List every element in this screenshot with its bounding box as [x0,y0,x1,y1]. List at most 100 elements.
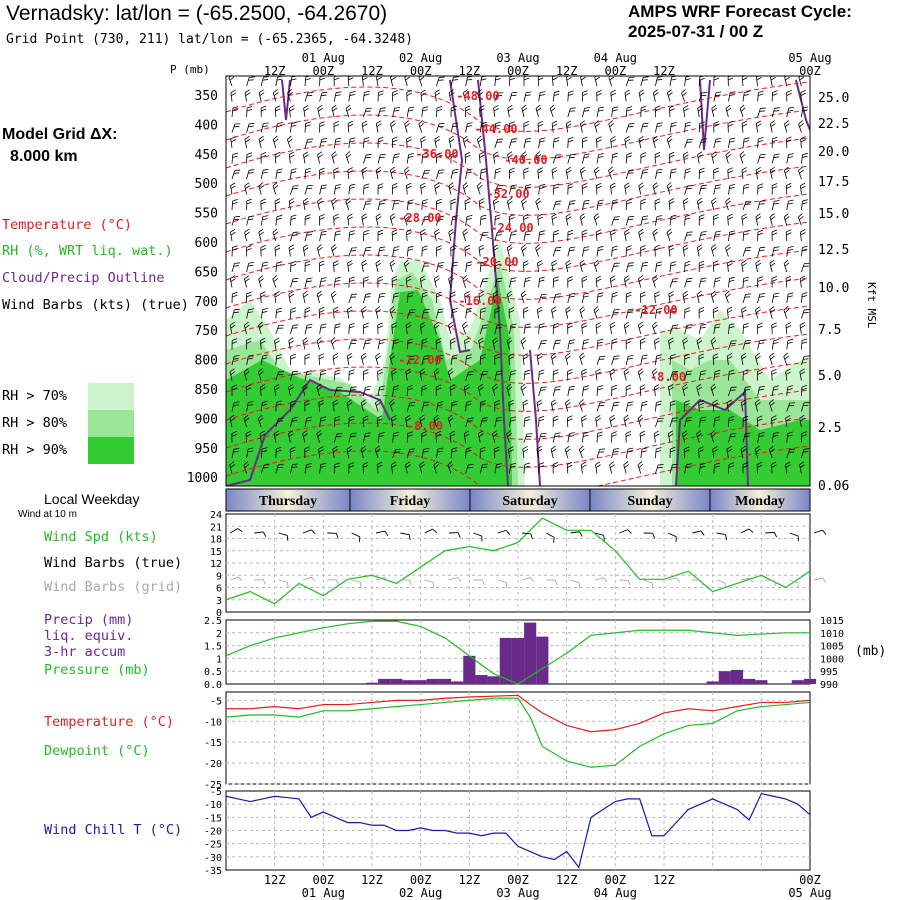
wind-barb-staff [230,139,233,149]
wind-barb-flag [508,353,514,357]
wind-barb-flag [581,275,587,279]
wind-barb [669,214,677,226]
wind-barb-flag [409,448,416,450]
wind-barb-staff [713,371,716,381]
wind-barb [243,368,250,381]
wind-barb-flag [317,340,323,345]
wind-barb-staff [623,464,627,474]
wind-barb-staff [449,433,452,443]
wind-barb-flag [770,402,775,407]
wind-barb-flag [360,399,366,404]
wind-barb-staff [536,402,539,412]
wind-barb-staff [303,154,306,164]
wind-barb-flag [393,249,399,251]
wind-barb-flag [583,292,590,295]
wind-barb [522,399,529,412]
wind-barb [421,401,430,412]
wind-barb-staff [275,371,279,381]
wind-barb [712,399,719,412]
wind-barb-flag [754,445,760,450]
wind-barb-flag [362,461,369,465]
wind-barb-flag [700,416,707,419]
wind-barb-flag [335,140,341,143]
wind-barb-flag [610,278,616,282]
wind-barb-flag [306,370,313,373]
wind-barb-flag [802,292,808,295]
wind-barb-staff [506,340,510,350]
wind-barb [652,182,659,195]
wind-barb [769,120,776,133]
wind-barb [711,104,718,118]
temperature-label: -24.00 [490,221,533,235]
wind-barb-flag [510,416,517,419]
wind-barb-staff [740,528,750,534]
wind-chill-tick-label: -35 [204,866,222,877]
wind-barb [258,321,264,335]
wind-barb-staff [260,216,264,226]
wind-barb-staff [479,371,484,381]
wind-barb-flag [406,182,412,186]
wind-barb [696,337,703,350]
wind-barb [611,199,618,211]
wind-barb-staff [523,139,527,149]
wind-barb-staff [377,340,381,350]
wind-barb-flag [783,213,789,218]
wind-barb-staff [405,325,408,335]
wind-barb [655,76,663,87]
wind-barb [725,244,731,257]
wind-barb-flag [771,368,777,372]
wind-barb-staff [377,433,380,443]
wind-barb [346,306,353,319]
wind-barb [801,262,810,273]
wind-barb-staff [567,340,571,350]
wind-barb [567,432,575,443]
wind-barb-flag [771,461,777,465]
wind-barb-flag [715,184,722,187]
wind-barb-staff [243,464,247,474]
wind-barb [582,246,590,257]
wind-barb [552,432,561,443]
wind-barb [523,462,531,474]
wind-barb-flag [667,231,673,236]
wind-barb [273,384,280,397]
wind-barb-flag [245,430,251,434]
wind-barb-staff [538,387,542,397]
wind-barb-flag [555,247,562,249]
wind-barb-flag [243,368,249,373]
wind-barb [389,352,395,366]
wind-barb-flag [247,264,254,267]
wind-barb-flag [390,401,395,407]
wind-barb [784,461,791,474]
wind-barb-flag [565,399,570,404]
wind-barb-flag [238,576,243,582]
legend-precip-3: 3-hr accum [44,644,126,660]
wind-barb [274,337,280,350]
wind-barb-staff [330,294,335,304]
wind-barb-flag [552,462,559,465]
wind-barb-staff [450,309,453,319]
wind-barb-flag [349,233,355,236]
wind-barb-staff [783,356,788,366]
wind-barb-staff [523,232,526,242]
wind-barb-staff [521,108,525,118]
wind-barb-flag [654,337,660,341]
temperature-contour [226,193,810,244]
wind-barb-staff [419,464,423,474]
wind-barb-staff [596,201,599,211]
wind-barb [478,244,485,257]
wind-barb [479,370,489,381]
wind-barb-flag [482,281,488,283]
wind-barb [785,322,792,335]
wind-barb-flag [510,141,517,143]
top-date-tick: 05 Aug [788,51,831,65]
wind-barb-flag [317,247,323,252]
wind-barb-staff [565,356,569,366]
wind-barb-flag [434,89,440,93]
wind-barb-staff [258,325,262,335]
wind-barb-staff [258,185,262,195]
wind-barb-flag [419,321,425,326]
wind-barb-flag [510,465,516,468]
wind-barb [639,337,646,350]
wind-barb [462,228,469,242]
wind-barb [655,417,664,428]
